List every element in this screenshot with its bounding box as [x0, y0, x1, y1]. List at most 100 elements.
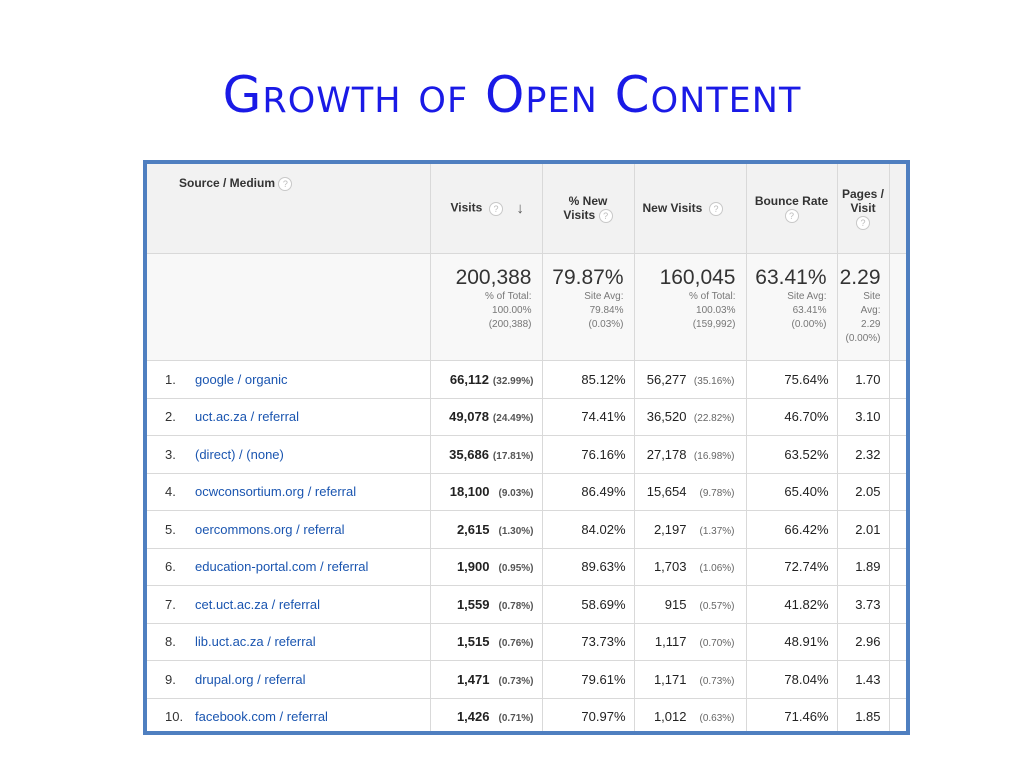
bounce-cell: 75.64% — [746, 360, 838, 399]
source-link[interactable]: google / organic — [195, 371, 288, 387]
new-visits-value: 1,117 — [654, 634, 687, 650]
sort-descending-icon[interactable]: ↓ — [516, 200, 524, 217]
visits-value: 1,426 — [456, 709, 490, 725]
bounce-cell: 78.04% — [746, 660, 838, 699]
source-cell: 10. facebook.com / referral — [147, 698, 431, 731]
table-row: 8. lib.uct.ac.za / referral 1,515 (0.76%) … — [147, 623, 906, 661]
visits-pct: (9.03%) — [498, 488, 534, 500]
summary-visits-l3: (200,388) — [488, 319, 532, 330]
new-visits-pct: (0.73%) — [699, 675, 735, 687]
pages-cell: 1.70 — [837, 360, 890, 399]
new-visits-value: 36,520 — [646, 409, 687, 425]
new-visits-cell: 36,520 (22.82%) — [634, 398, 747, 436]
summary-bounce-l3: (0.00%) — [791, 319, 827, 330]
source-link[interactable]: drupal.org / referral — [195, 671, 306, 687]
summary-pages-l3: 2.29 — [861, 319, 881, 330]
visits-value: 1,471 — [456, 671, 490, 687]
header-new-visits[interactable]: New Visits ? — [634, 164, 747, 254]
summary-pct-new: 79.87% Site Avg: 79.84% (0.03%) — [542, 253, 635, 361]
header-new-visits-label: New Visits — [642, 201, 703, 216]
row-rank: 1. — [165, 371, 176, 387]
source-link[interactable]: education-portal.com / referral — [195, 559, 369, 575]
pct-new-cell: 74.41% — [542, 398, 635, 436]
visits-cell: 1,471 (0.73%) — [430, 660, 543, 699]
source-link[interactable]: oercommons.org / referral — [195, 521, 345, 537]
source-cell: 9. drupal.org / referral — [147, 660, 431, 699]
help-icon[interactable]: ? — [488, 201, 503, 216]
header-spacer — [889, 164, 906, 254]
header-pages-per-visit[interactable]: Pages / Visit ? — [837, 164, 890, 254]
source-cell: 1. google / organic — [147, 360, 431, 399]
analytics-table: Source / Medium ? Visits ? ↓ % New Visit… — [147, 164, 906, 731]
help-icon[interactable]: ? — [278, 176, 293, 191]
summary-pages-l1: Site — [863, 291, 881, 302]
header-visits[interactable]: Visits ? ↓ — [430, 164, 543, 254]
help-icon[interactable]: ? — [856, 215, 870, 230]
pages-cell: 2.96 — [837, 623, 890, 661]
pct-new-cell: 76.16% — [542, 435, 635, 474]
bounce-cell: 63.52% — [746, 435, 838, 474]
new-visits-value: 15,654 — [646, 484, 687, 500]
visits-cell: 1,515 (0.76%) — [430, 623, 543, 661]
slide-title: Growth of Open Content — [222, 66, 802, 124]
help-icon[interactable]: ? — [784, 208, 799, 223]
row-rank: 3. — [165, 446, 176, 462]
visits-cell: 1,559 (0.78%) — [430, 585, 543, 624]
new-visits-pct: (0.70%) — [699, 638, 735, 650]
row-spacer — [889, 698, 906, 731]
header-bounce-rate[interactable]: Bounce Rate ? — [746, 164, 838, 254]
bounce-cell: 66.42% — [746, 510, 838, 549]
row-spacer — [889, 473, 906, 511]
help-icon[interactable]: ? — [598, 208, 613, 223]
header-source-label: Source / Medium — [179, 176, 276, 190]
pages-cell: 2.32 — [837, 435, 890, 474]
new-visits-cell: 1,703 (1.06%) — [634, 548, 747, 586]
visits-value: 18,100 — [449, 484, 490, 500]
new-visits-value: 1,012 — [653, 709, 687, 725]
help-icon[interactable]: ? — [708, 201, 723, 216]
summary-visits-l1: % of Total: — [484, 291, 532, 302]
table-row: 7. cet.uct.ac.za / referral 1,559 (0.78%) … — [147, 585, 906, 624]
header-source-medium[interactable]: Source / Medium ? — [147, 164, 431, 254]
bounce-cell: 48.91% — [746, 623, 838, 661]
new-visits-value: 915 — [664, 596, 687, 612]
row-spacer — [889, 360, 906, 399]
summary-pct-new-l3: (0.03%) — [588, 319, 624, 330]
bounce-cell: 41.82% — [746, 585, 838, 624]
summary-pages-value: 2.29 — [839, 266, 881, 289]
bounce-cell: 72.74% — [746, 548, 838, 586]
visits-cell: 49,078 (24.49%) — [430, 398, 543, 436]
visits-pct: (0.76%) — [498, 638, 534, 650]
source-link[interactable]: facebook.com / referral — [195, 709, 328, 725]
new-visits-cell: 915 (0.57%) — [634, 585, 747, 624]
row-spacer — [889, 548, 906, 586]
source-link[interactable]: (direct) / (none) — [195, 446, 284, 462]
visits-pct: (1.30%) — [498, 525, 534, 537]
pct-new-cell: 86.49% — [542, 473, 635, 511]
source-link[interactable]: ocwconsortium.org / referral — [195, 484, 357, 500]
pages-cell: 1.89 — [837, 548, 890, 586]
table-row: 1. google / organic 66,112 (32.99%) 85.12%… — [147, 360, 906, 399]
source-cell: 7. cet.uct.ac.za / referral — [147, 585, 431, 624]
source-link[interactable]: uct.ac.za / referral — [195, 409, 300, 425]
visits-cell: 1,900 (0.95%) — [430, 548, 543, 586]
visits-cell: 35,686 (17.81%) — [430, 435, 543, 474]
visits-pct: (0.78%) — [498, 600, 534, 612]
summary-visits-value: 200,388 — [455, 266, 532, 289]
visits-pct: (0.95%) — [498, 563, 534, 575]
header-pct-new-visits[interactable]: % New Visits ? — [542, 164, 635, 254]
visits-pct: (0.71%) — [498, 713, 534, 725]
new-visits-pct: (16.98%) — [693, 450, 735, 462]
new-visits-value: 1,703 — [653, 559, 687, 575]
pages-cell: 2.01 — [837, 510, 890, 549]
visits-cell: 18,100 (9.03%) — [430, 473, 543, 511]
source-link[interactable]: cet.uct.ac.za / referral — [195, 596, 320, 612]
pct-new-cell: 70.97% — [542, 698, 635, 731]
summary-bounce-l1: Site Avg: — [787, 291, 827, 302]
header-pct-new-label-1: % New — [568, 194, 608, 209]
header-pages-label-1: Pages / — [841, 187, 885, 202]
row-rank: 7. — [165, 596, 176, 612]
summary-row: 200,388 % of Total: 100.00% (200,388) 79… — [147, 253, 906, 361]
visits-value: 1,900 — [456, 559, 490, 575]
source-link[interactable]: lib.uct.ac.za / referral — [195, 634, 316, 650]
